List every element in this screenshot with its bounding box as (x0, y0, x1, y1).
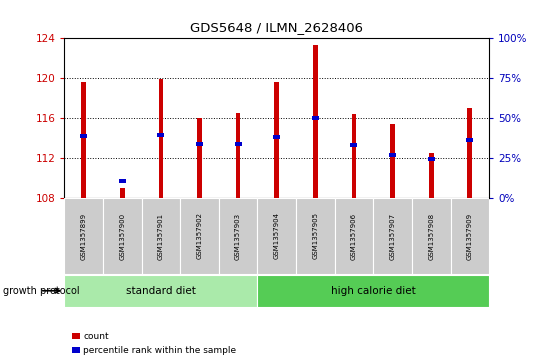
Text: growth protocol: growth protocol (3, 286, 79, 296)
Bar (467, 108, 472, 198)
Title: GDS5648 / ILMN_2628406: GDS5648 / ILMN_2628406 (190, 21, 363, 34)
Bar (466, 138, 473, 142)
Bar (257, 198, 296, 274)
Bar (103, 198, 141, 274)
Bar (141, 198, 180, 274)
Bar (64, 275, 257, 307)
Bar (158, 134, 164, 137)
Bar (119, 179, 126, 183)
Text: GSM1357909: GSM1357909 (467, 212, 473, 260)
Bar (219, 198, 257, 274)
Bar (235, 142, 241, 146)
Bar (412, 198, 451, 274)
Bar (273, 135, 280, 139)
Bar (159, 79, 163, 198)
Text: GSM1357903: GSM1357903 (235, 212, 241, 260)
Text: GSM1357906: GSM1357906 (351, 212, 357, 260)
Text: GSM1357901: GSM1357901 (158, 212, 164, 260)
Bar (197, 118, 202, 198)
Text: GSM1357904: GSM1357904 (274, 212, 280, 260)
Bar (312, 117, 319, 120)
Bar (257, 275, 489, 307)
Legend: count, percentile rank within the sample: count, percentile rank within the sample (69, 329, 240, 359)
Bar (236, 113, 240, 198)
Text: GSM1357900: GSM1357900 (119, 212, 125, 260)
Bar (389, 154, 396, 157)
Text: GSM1357899: GSM1357899 (80, 212, 87, 260)
Bar (180, 198, 219, 274)
Text: GSM1357905: GSM1357905 (312, 212, 318, 260)
Bar (81, 82, 86, 198)
Bar (352, 114, 356, 198)
Bar (80, 134, 87, 138)
Bar (120, 188, 125, 198)
Bar (451, 198, 489, 274)
Bar (350, 143, 357, 147)
Bar (64, 198, 103, 274)
Bar (196, 142, 203, 146)
Bar (335, 198, 373, 274)
Text: GSM1357908: GSM1357908 (428, 212, 434, 260)
Bar (313, 45, 318, 198)
Bar (428, 158, 435, 161)
Bar (390, 124, 395, 198)
Bar (373, 198, 412, 274)
Text: GSM1357907: GSM1357907 (390, 212, 396, 260)
Bar (429, 153, 434, 198)
Bar (274, 82, 279, 198)
Text: high calorie diet: high calorie diet (331, 286, 416, 296)
Bar (296, 198, 335, 274)
Text: standard diet: standard diet (126, 286, 196, 296)
Text: GSM1357902: GSM1357902 (196, 212, 202, 260)
